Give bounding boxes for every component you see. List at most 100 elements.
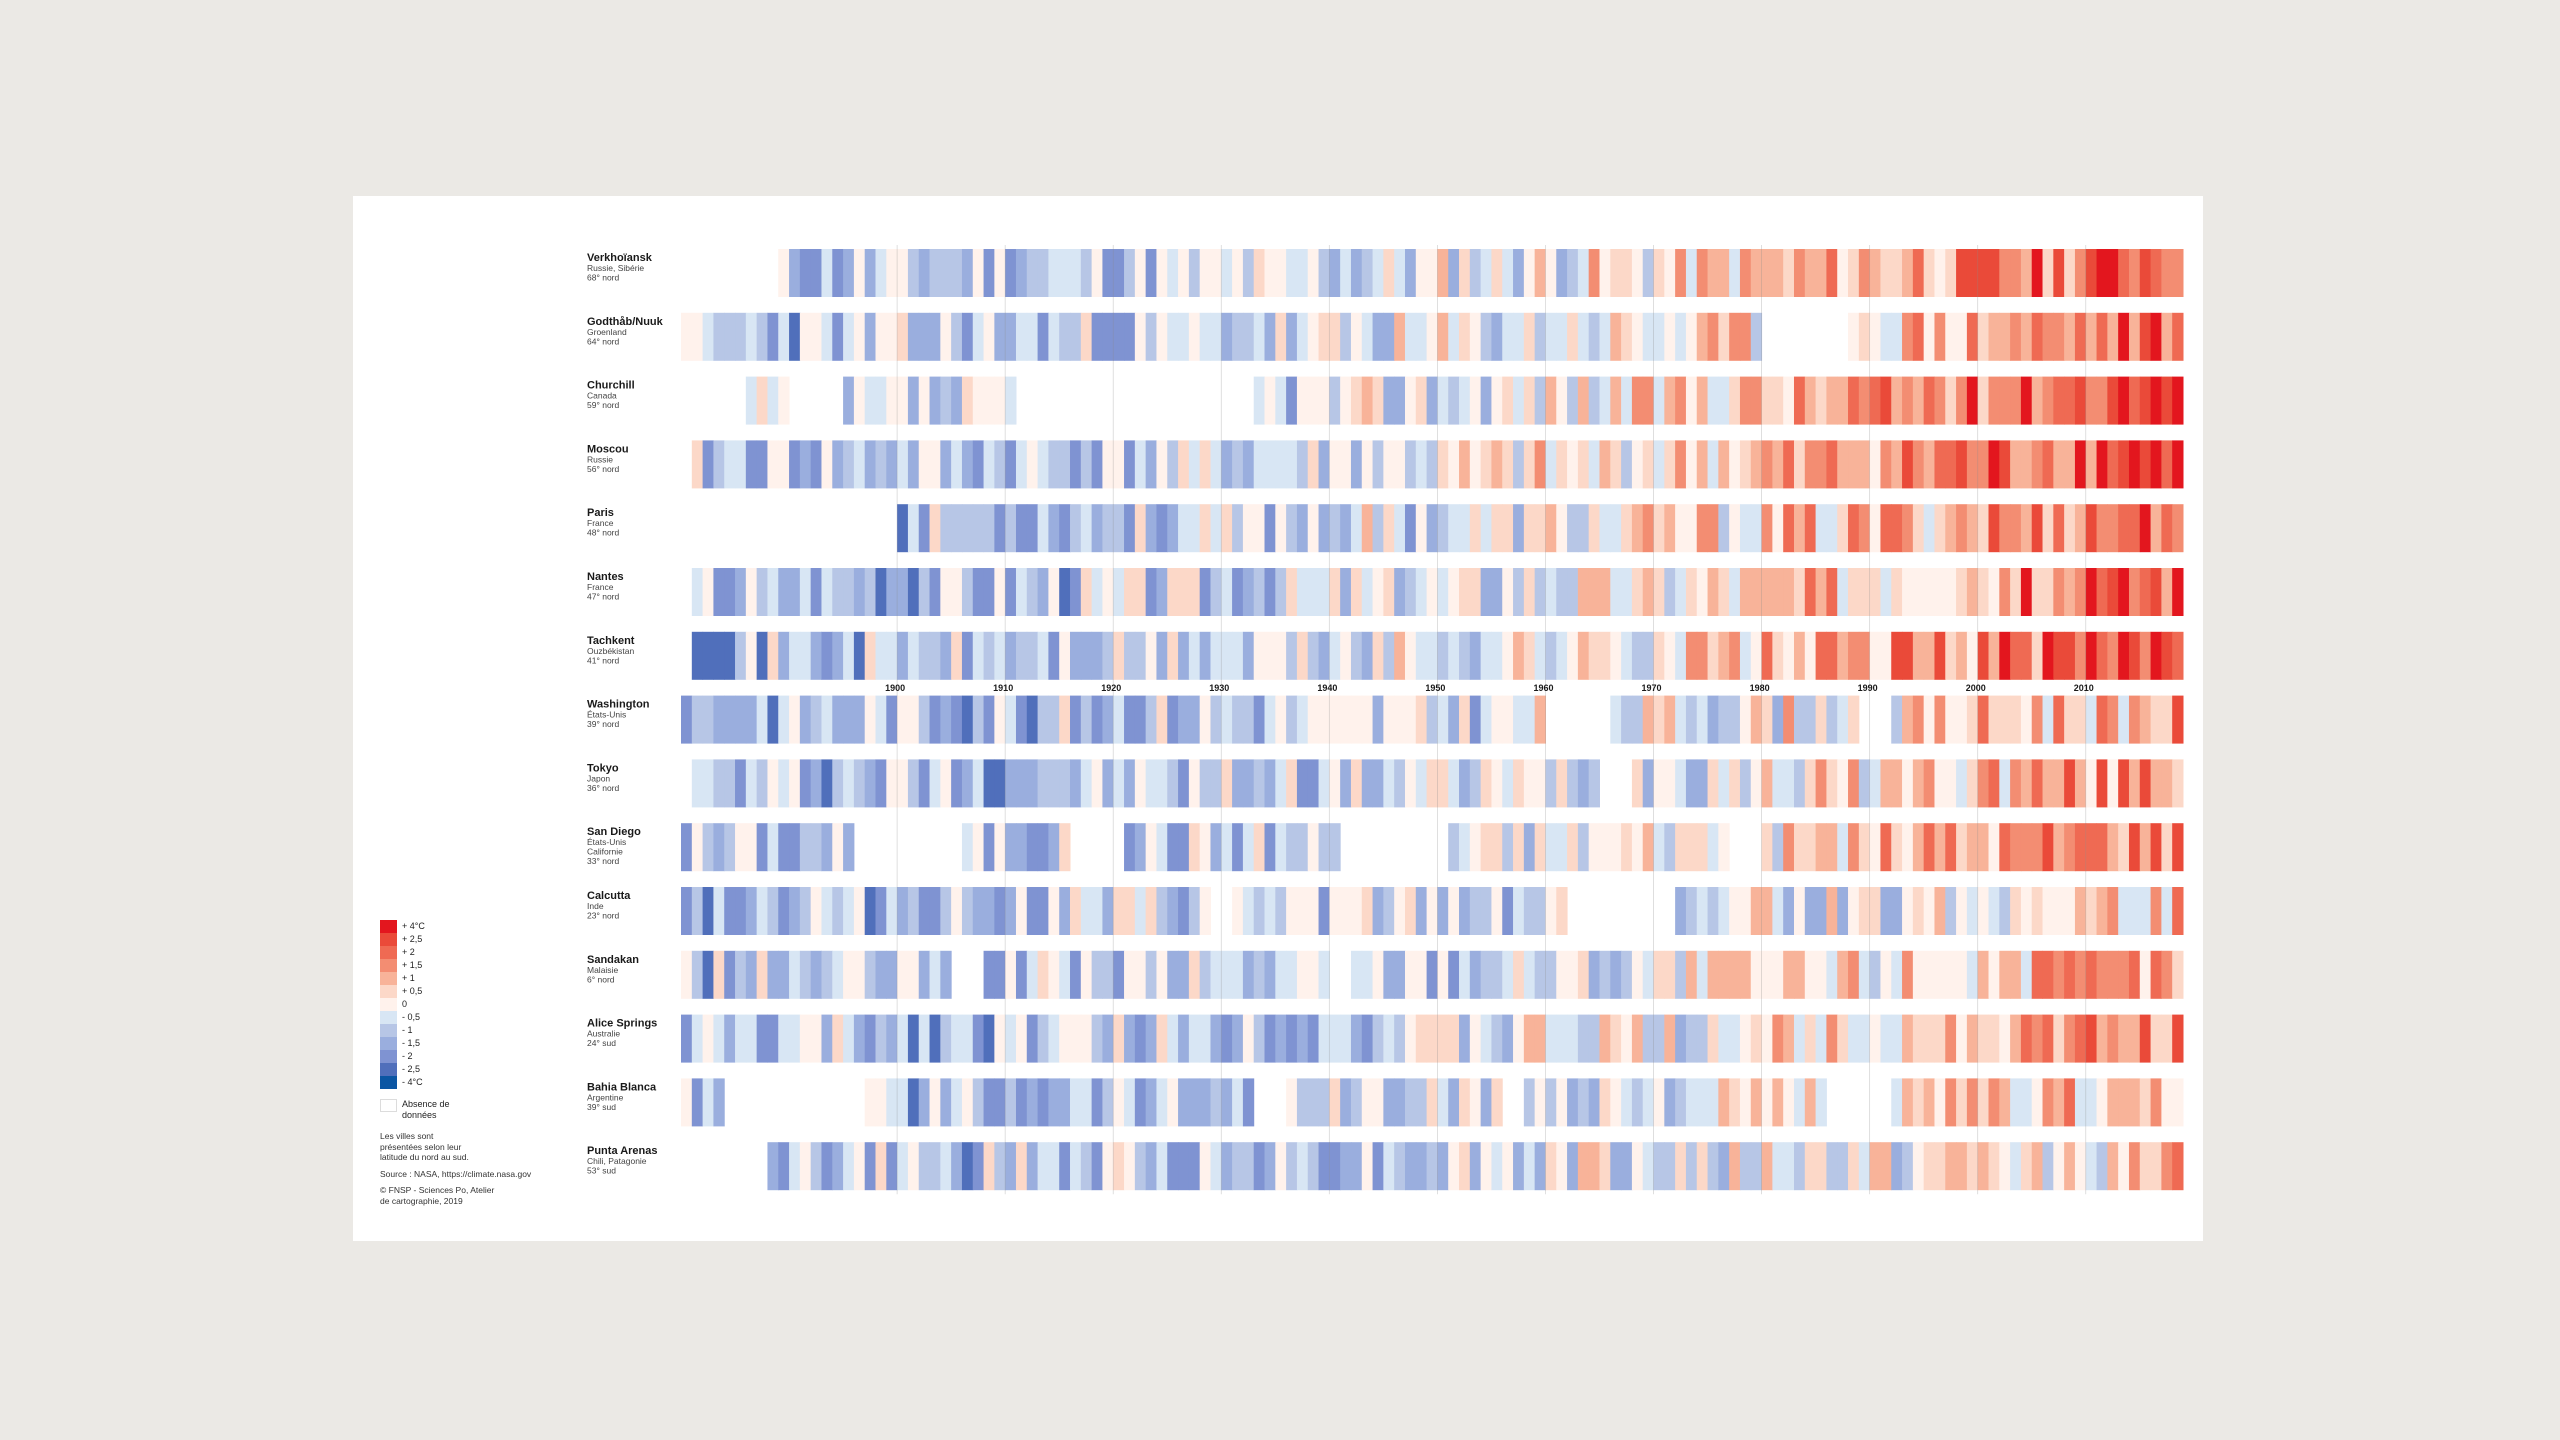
- year-stripe: [1631, 631, 1644, 680]
- year-stripe: [2128, 695, 2141, 744]
- year-stripe: [1372, 887, 1384, 935]
- year-stripe: [1858, 1142, 1871, 1191]
- year-stripe: [1588, 631, 1600, 680]
- year-stripe: [886, 376, 898, 425]
- year-stripe: [1729, 759, 1741, 808]
- year-stripe: [1469, 1014, 1482, 1063]
- year-stripe: [1956, 1014, 1968, 1063]
- year-stripe: [1113, 568, 1125, 616]
- year-stripe: [1199, 1078, 1211, 1127]
- year-stripe: [2128, 568, 2141, 616]
- legend-label: + 1: [402, 973, 415, 983]
- year-stripe: [1653, 695, 1665, 744]
- year-stripe: [2031, 823, 2044, 872]
- year-stripe: [1383, 1014, 1395, 1063]
- city-country: Malaisie: [587, 965, 618, 975]
- year-stripe: [1145, 249, 1157, 297]
- year-stripe: [918, 631, 931, 680]
- year-stripe: [832, 631, 844, 680]
- year-stripe: [1977, 887, 1989, 935]
- year-stripe: [1350, 568, 1363, 616]
- year-stripe: [1945, 1142, 1957, 1191]
- year-stripe: [745, 887, 758, 935]
- year-stripe: [1793, 823, 1806, 872]
- year-stripe: [1556, 823, 1568, 872]
- year-stripe: [2085, 950, 2098, 999]
- year-stripe: [1513, 1014, 1525, 1063]
- year-stripe: [1361, 759, 1374, 808]
- city-latitude: 39° nord: [587, 719, 620, 729]
- year-stripe: [1372, 249, 1384, 297]
- year-stripe: [810, 695, 822, 744]
- year-stripe: [2042, 1014, 2054, 1063]
- year-stripe: [1891, 1014, 1903, 1063]
- year-stripe: [2031, 950, 2044, 999]
- year-stripe: [1296, 823, 1309, 872]
- year-stripe: [1232, 887, 1244, 935]
- year-stripe: [1804, 631, 1817, 680]
- year-stripe: [789, 312, 801, 361]
- year-stripe: [886, 631, 898, 680]
- year-stripe: [886, 695, 898, 744]
- year-stripe: [778, 376, 790, 425]
- year-stripe: [1221, 504, 1233, 553]
- year-stripe: [1718, 376, 1730, 425]
- year-stripe: [713, 1014, 725, 1063]
- year-stripe: [1588, 568, 1600, 616]
- year-stripe: [1469, 504, 1482, 553]
- year-stripe: [1534, 950, 1546, 999]
- year-stripe: [1275, 1014, 1287, 1063]
- year-stripe: [1891, 568, 1903, 616]
- year-stripe: [778, 823, 790, 872]
- year-stripe: [1783, 887, 1795, 935]
- year-stripe: [1750, 1142, 1763, 1191]
- year-stripe: [1739, 1014, 1752, 1063]
- year-stripe: [1026, 695, 1039, 744]
- year-stripe: [1664, 823, 1676, 872]
- year-stripe: [1221, 249, 1233, 297]
- year-stripe: [1340, 440, 1352, 489]
- year-stripe: [799, 823, 812, 872]
- year-stripe: [1459, 950, 1471, 999]
- year-stripe: [2118, 312, 2130, 361]
- year-stripe: [886, 1142, 898, 1191]
- year-stripe: [2096, 759, 2108, 808]
- year-stripe: [875, 568, 887, 616]
- year-stripe: [1934, 1014, 1946, 1063]
- year-stripe: [1015, 823, 1028, 872]
- year-stripe: [1005, 249, 1017, 297]
- year-stripe: [1739, 1142, 1752, 1191]
- year-stripe: [951, 440, 963, 489]
- year-stripe: [1469, 1142, 1482, 1191]
- year-stripe: [2107, 504, 2119, 553]
- year-stripe: [1966, 759, 1979, 808]
- year-stripe: [1102, 312, 1114, 361]
- year-stripe: [1869, 1142, 1881, 1191]
- year-stripe: [1070, 568, 1082, 616]
- year-stripe: [2074, 568, 2087, 616]
- year-stripe: [1469, 759, 1482, 808]
- year-stripe: [918, 950, 931, 999]
- year-stripe: [1350, 887, 1363, 935]
- year-stripe: [1178, 631, 1190, 680]
- year-stripe: [843, 249, 855, 297]
- year-stripe: [1199, 631, 1211, 680]
- year-stripe: [1178, 1078, 1190, 1127]
- year-stripe: [2161, 1078, 2173, 1127]
- year-stripe: [2118, 695, 2130, 744]
- year-stripe: [875, 376, 887, 425]
- year-stripe: [1621, 950, 1633, 999]
- year-stripe: [2042, 887, 2054, 935]
- year-stripe: [1934, 887, 1946, 935]
- legend-label: + 4°C: [402, 921, 425, 931]
- year-stripe: [1340, 1078, 1352, 1127]
- year-stripe: [853, 950, 866, 999]
- year-stripe: [1696, 440, 1709, 489]
- year-stripe: [972, 759, 985, 808]
- year-stripe: [2128, 376, 2141, 425]
- legend-row: - 1,5: [380, 1037, 600, 1050]
- year-stripe: [1815, 440, 1827, 489]
